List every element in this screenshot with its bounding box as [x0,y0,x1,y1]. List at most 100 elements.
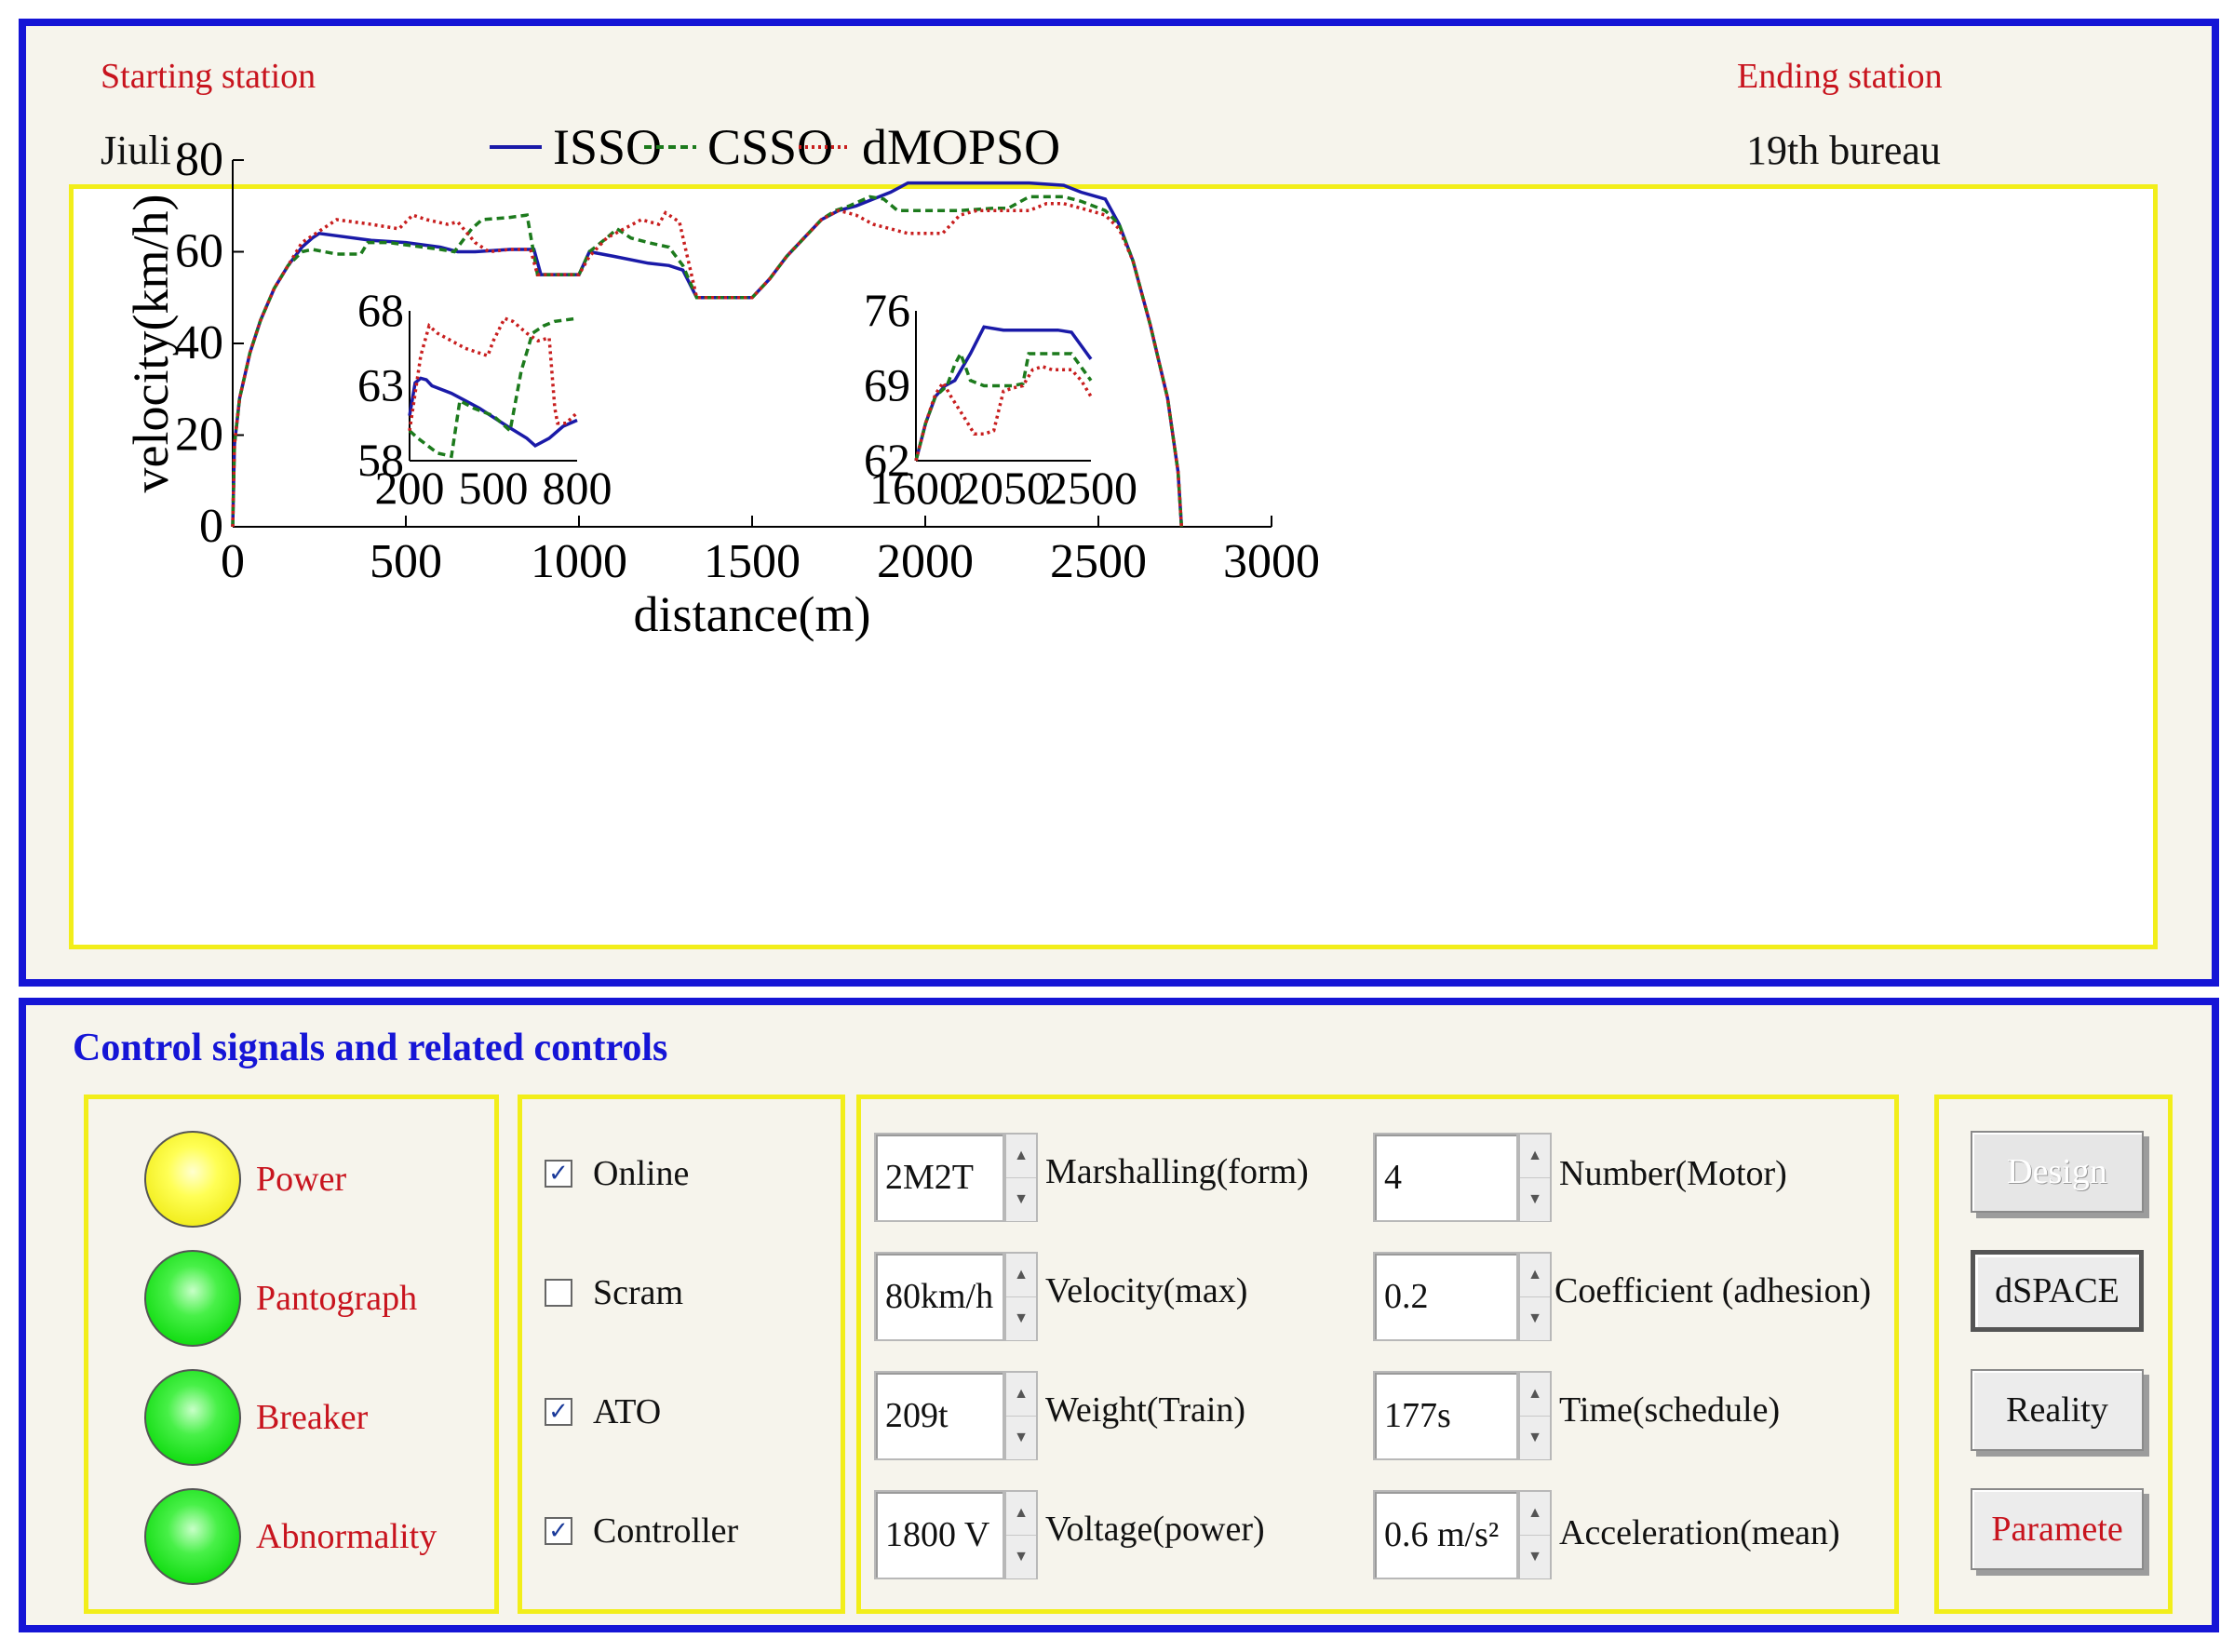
legend-label-dmopso: dMOPSO [862,119,1060,175]
spin-up-icon[interactable]: ▲ [1520,1254,1550,1297]
power-lamp-label: Power [256,1160,347,1199]
y-axis-title: velocity(km/h) [123,195,179,493]
online-check-icon[interactable]: ✓ [545,1160,572,1188]
legend-label-isso: ISSO [553,119,662,175]
design-button[interactable]: Design [1971,1131,2144,1213]
marshalling-input[interactable]: 2M2T [874,1133,1004,1222]
power-lamp-icon [144,1131,241,1228]
y-tick-label: 20 [175,409,223,462]
weight-spinner[interactable]: ▲ ▼ [1004,1371,1038,1460]
x-tick-label: 1500 [704,535,801,588]
velocity-max-spinner[interactable]: ▲ ▼ [1004,1252,1038,1341]
spin-down-icon[interactable]: ▼ [1006,1297,1036,1340]
acceleration-spinner[interactable]: ▲ ▼ [1518,1490,1552,1579]
x-tick-label: 0 [221,535,245,588]
controller-checkbox[interactable]: ✓ Controller [545,1511,738,1551]
inset-y-tick-label: 62 [864,434,910,486]
voltage-input[interactable]: 1800 V [874,1490,1004,1579]
x-tick-label: 3000 [1223,535,1320,588]
x-tick-label: 500 [370,535,442,588]
acceleration-input[interactable]: 0.6 m/s² [1373,1490,1518,1579]
inset-series-line-dmopso [408,316,579,432]
abnormality-lamp-icon [144,1488,241,1585]
ato-checkbox[interactable]: ✓ ATO [545,1391,661,1432]
adhesion-spinner[interactable]: ▲ ▼ [1518,1252,1552,1341]
dspace-button[interactable]: dSPACE [1971,1250,2144,1332]
spin-up-icon[interactable]: ▲ [1006,1135,1036,1178]
spin-up-icon[interactable]: ▲ [1520,1135,1550,1178]
velocity-max-input[interactable]: 80km/h [874,1252,1004,1341]
spin-down-icon[interactable]: ▼ [1006,1178,1036,1221]
ato-check-icon[interactable]: ✓ [545,1398,572,1426]
spin-up-icon[interactable]: ▲ [1006,1492,1036,1536]
voltage-label: Voltage(power) [1045,1510,1265,1549]
mode-button-box: Design dSPACE Reality Paramete [1934,1095,2173,1614]
inset-series-line-dmopso [914,364,1093,462]
breaker-lamp-icon [144,1369,241,1466]
inset-x-tick-label: 800 [543,462,612,514]
inset-series-line-isso [408,376,578,449]
chart-frame [69,184,2158,949]
parameter-button[interactable]: Paramete [1971,1488,2144,1570]
weight-label: Weight(Train) [1045,1390,1246,1430]
marshalling-label: Marshalling(form) [1045,1152,1309,1191]
motor-number-input[interactable]: 4 [1373,1133,1518,1222]
ending-station-name: 19th bureau [1746,128,1941,173]
controller-label: Controller [593,1511,739,1551]
motor-number-spinner[interactable]: ▲ ▼ [1518,1133,1552,1222]
weight-input[interactable]: 209t [874,1371,1004,1460]
spin-down-icon[interactable]: ▼ [1520,1297,1550,1340]
series-line-csso [231,195,1184,528]
schedule-time-label: Time(schedule) [1559,1390,1781,1430]
inset-y-tick-label: 68 [357,284,404,336]
trajectory-panel: Starting station Jiuli Ending station 19… [19,19,2219,987]
inset-y-tick-label: 63 [357,359,404,411]
mode-checkbox-box: ✓ Online Scram ✓ ATO ✓ Controller [518,1095,845,1614]
velocity-distance-chart: 0 500 1000 1500 2000 2500 3000020406080distanc… [123,119,1320,642]
status-lamp-box: Power Pantograph Breaker Abnormality [84,1095,499,1614]
y-tick-label: 40 [175,316,223,369]
spin-down-icon[interactable]: ▼ [1520,1417,1550,1459]
spin-down-icon[interactable]: ▼ [1006,1536,1036,1578]
series-line-dmopso [231,202,1184,528]
spin-up-icon[interactable]: ▲ [1520,1492,1550,1536]
section-title: Control signals and related controls [73,1027,668,1069]
x-tick-label: 1000 [531,535,627,588]
inset-y-tick-label: 69 [864,359,910,411]
abnormality-lamp-label: Abnormality [256,1517,437,1556]
motor-number-label: Number(Motor) [1559,1154,1787,1193]
schedule-time-spinner[interactable]: ▲ ▼ [1518,1371,1552,1460]
scram-check-icon[interactable] [545,1279,572,1307]
spin-down-icon[interactable]: ▼ [1520,1536,1550,1578]
online-label: Online [593,1154,690,1193]
inset-x-tick-label: 2500 [1044,462,1137,514]
spin-up-icon[interactable]: ▲ [1006,1254,1036,1297]
controller-check-icon[interactable]: ✓ [545,1517,572,1545]
spin-up-icon[interactable]: ▲ [1006,1373,1036,1417]
reality-button[interactable]: Reality [1971,1369,2144,1451]
inset-x-tick-label: 2050 [957,462,1050,514]
spin-up-icon[interactable]: ▲ [1520,1373,1550,1417]
ato-label: ATO [593,1392,662,1431]
scram-label: Scram [593,1273,684,1312]
y-tick-label: 0 [199,500,223,553]
scram-checkbox[interactable]: Scram [545,1272,683,1313]
starting-station-name: Jiuli [101,128,171,173]
x-axis-title: distance(m) [634,586,871,642]
ending-station-label: Ending station [1737,57,1943,96]
spin-down-icon[interactable]: ▼ [1006,1417,1036,1459]
voltage-spinner[interactable]: ▲ ▼ [1004,1490,1038,1579]
schedule-time-input[interactable]: 177s [1373,1371,1518,1460]
control-panel: Control signals and related controls Pow… [19,998,2219,1632]
marshalling-spinner[interactable]: ▲ ▼ [1004,1133,1038,1222]
breaker-lamp-label: Breaker [256,1398,369,1437]
inset-x-tick-label: 500 [459,462,529,514]
online-checkbox[interactable]: ✓ Online [545,1153,689,1194]
inset-x-tick-label: 1600 [869,462,962,514]
acceleration-label: Acceleration(mean) [1559,1513,1840,1552]
inset-x-tick-label: 200 [375,462,445,514]
starting-station-label: Starting station [101,57,316,96]
adhesion-input[interactable]: 0.2 [1373,1252,1518,1341]
spin-down-icon[interactable]: ▼ [1520,1178,1550,1221]
